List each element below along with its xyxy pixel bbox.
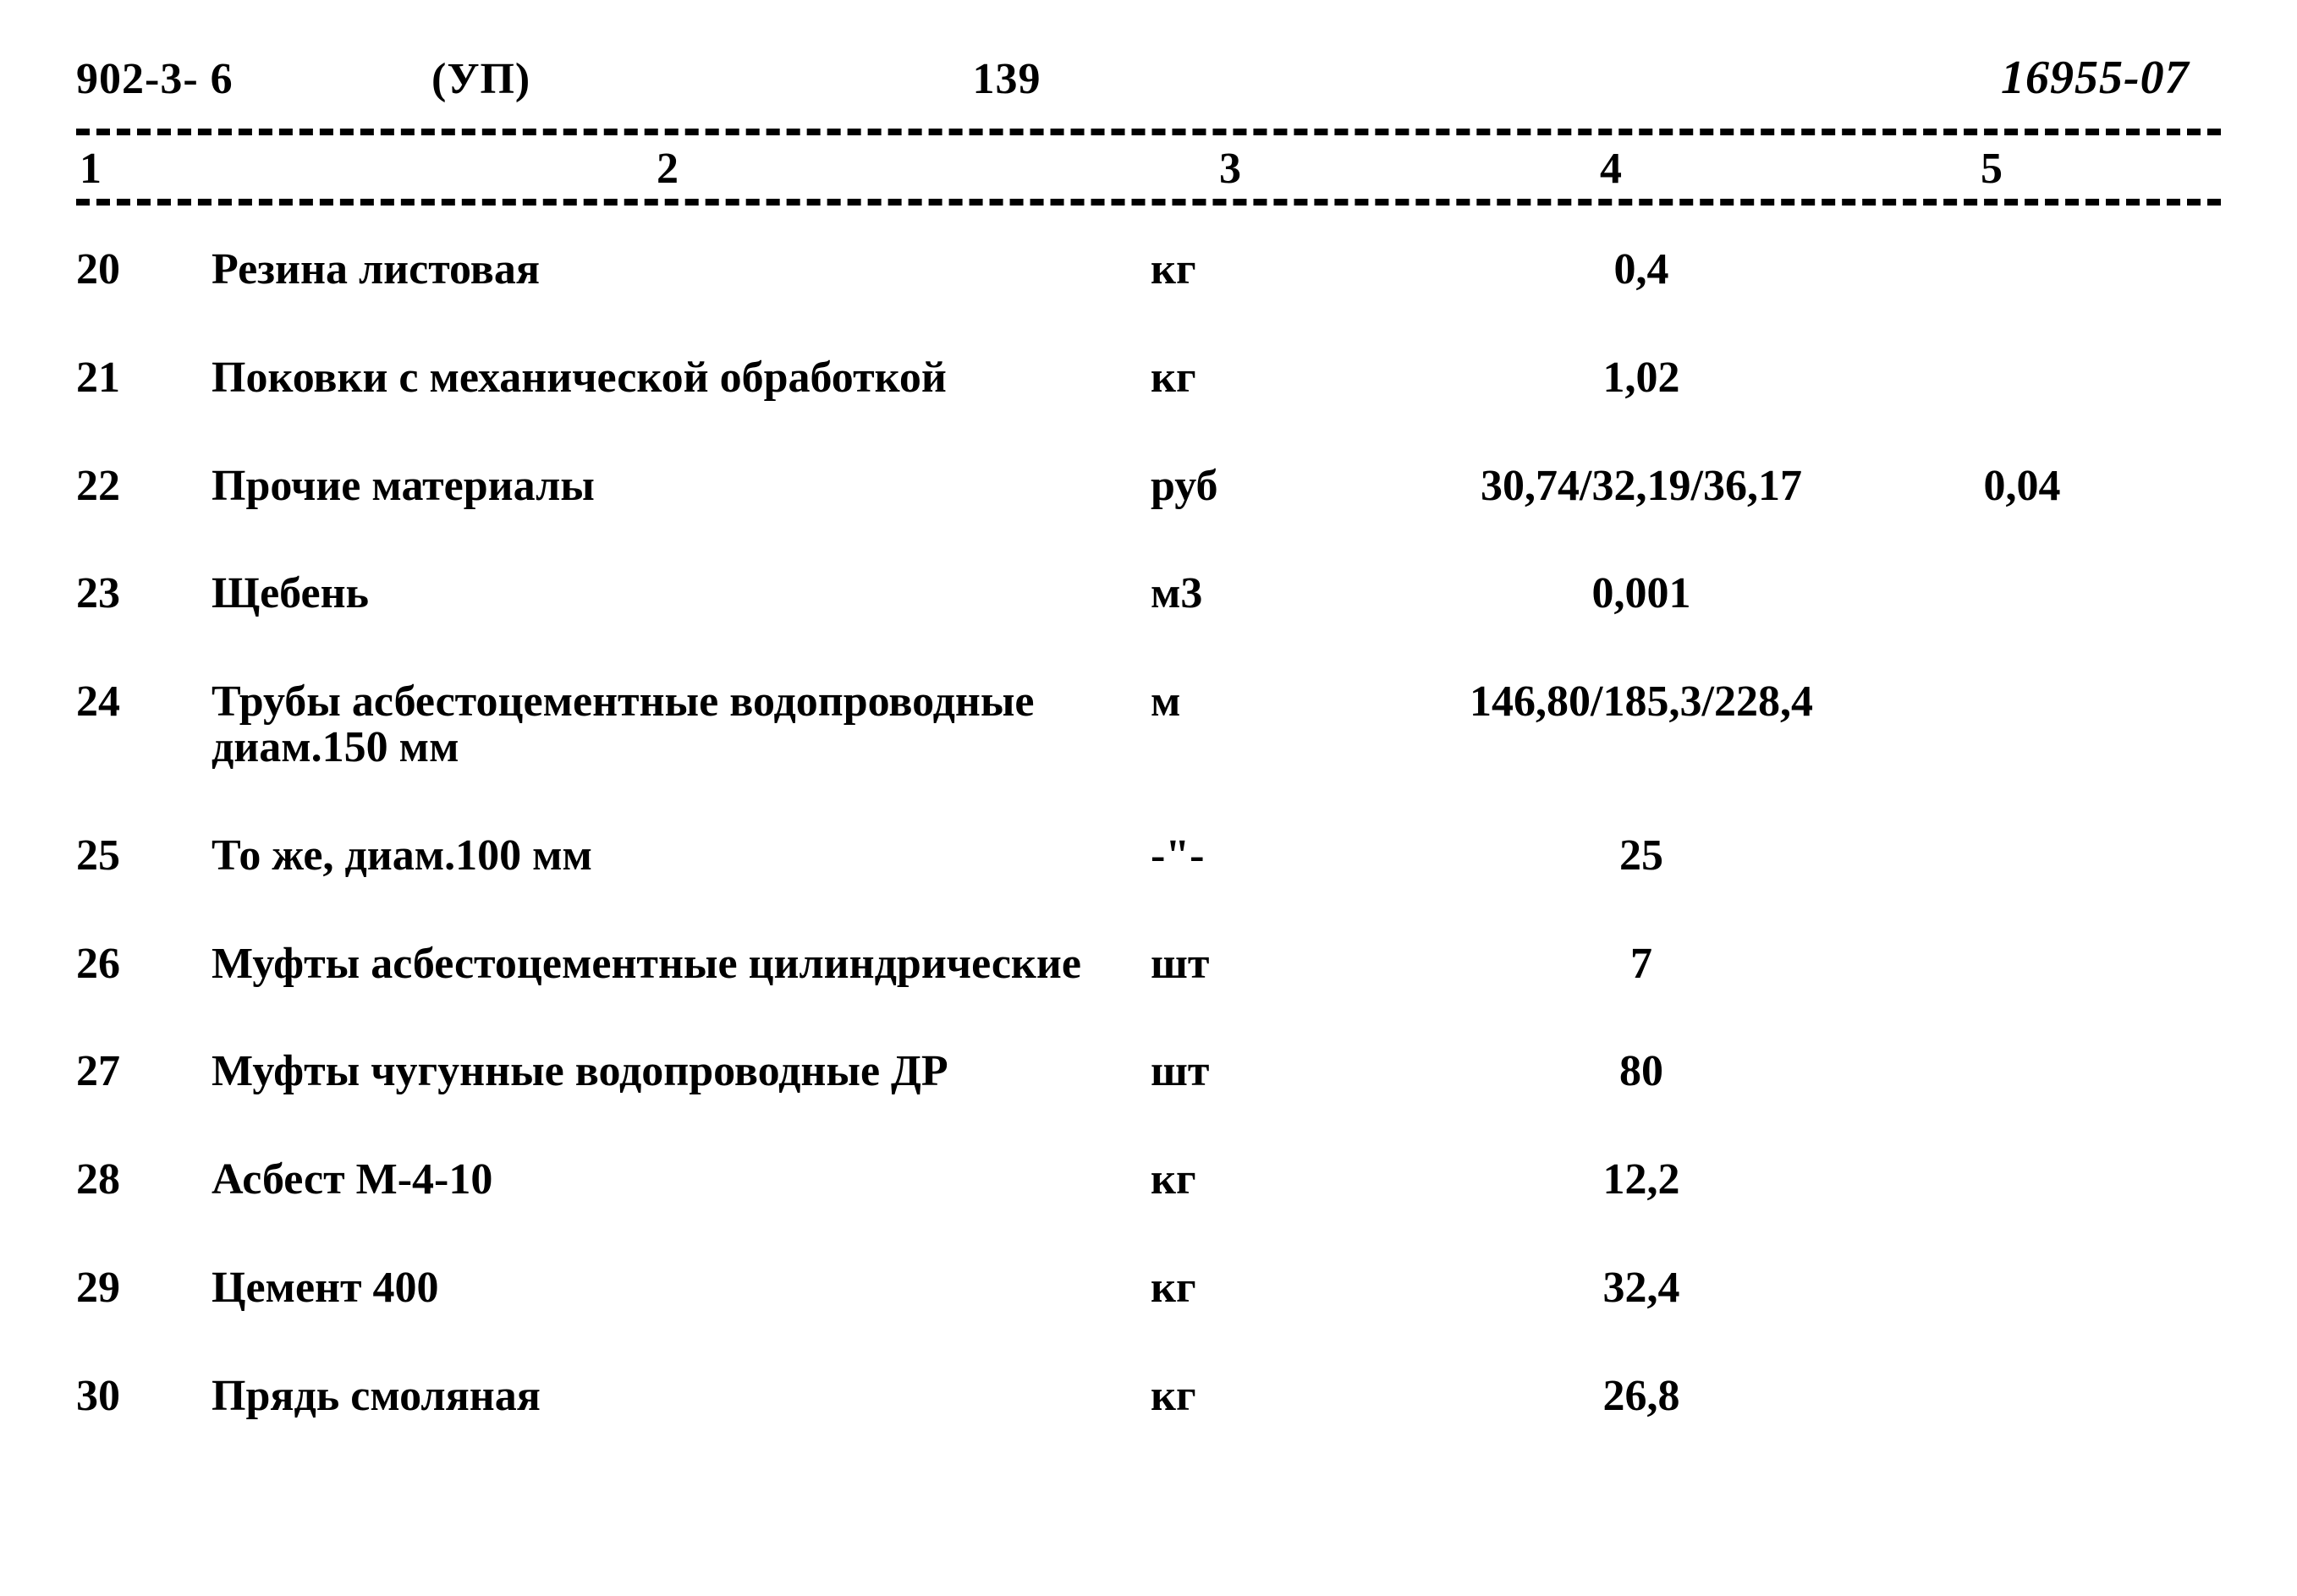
row-number: 24: [76, 677, 212, 727]
row-unit: кг: [1151, 353, 1371, 403]
row-quantity: 12,2: [1371, 1154, 1912, 1205]
divider-dashed-top: [76, 129, 2221, 135]
page-header: 902-3- 6 (УП) 139 16955-07: [76, 51, 2221, 105]
row-description: Резина листовая: [212, 244, 1151, 295]
row-number: 21: [76, 353, 212, 403]
row-unit: м3: [1151, 568, 1371, 619]
row-number: 30: [76, 1371, 212, 1422]
header-doc-right: 16955-07: [2001, 51, 2221, 105]
row-number: 23: [76, 568, 212, 619]
column-header-5: 5: [1882, 144, 2102, 194]
row-quantity: 80: [1371, 1046, 1912, 1097]
table-row: 30Прядь смолянаякг26,8: [76, 1371, 2221, 1422]
table-row: 24Трубы асбестоцементные водопроводныеди…: [76, 677, 2221, 773]
row-description-line2: диам.150 мм: [212, 722, 1117, 773]
row-quantity: 0,4: [1371, 244, 1912, 295]
table-row: 28Асбест М-4-10кг12,2: [76, 1154, 2221, 1205]
row-number: 20: [76, 244, 212, 295]
row-unit: кг: [1151, 1371, 1371, 1422]
header-paren: (УП): [431, 54, 787, 104]
row-unit: кг: [1151, 1263, 1371, 1314]
row-description: Муфты чугунные водопроводные ДР: [212, 1046, 1151, 1097]
row-quantity: 0,001: [1371, 568, 1912, 619]
table-row: 27Муфты чугунные водопроводные ДРшт80: [76, 1046, 2221, 1097]
row-description: То же, диам.100 мм: [212, 831, 1151, 881]
row-quantity: 25: [1371, 831, 1912, 881]
header-doc-left: 902-3- 6: [76, 54, 431, 104]
row-number: 26: [76, 939, 212, 990]
table-row: 26Муфты асбестоцементные цилиндрическиеш…: [76, 939, 2221, 990]
row-quantity: 7: [1371, 939, 1912, 990]
table-row: 22Прочие материалыруб30,74/32,19/36,170,…: [76, 461, 2221, 512]
row-unit: руб: [1151, 461, 1371, 512]
row-unit: кг: [1151, 1154, 1371, 1205]
table-row: 20Резина листоваякг0,4: [76, 244, 2221, 295]
row-extra: 0,04: [1912, 461, 2132, 512]
row-description: Прядь смоляная: [212, 1371, 1151, 1422]
column-header-3: 3: [1120, 144, 1340, 194]
row-number: 25: [76, 831, 212, 881]
row-number: 22: [76, 461, 212, 512]
document-page: 902-3- 6 (УП) 139 16955-07 1 2 3 4 5 20Р…: [0, 0, 2297, 1596]
header-page-number: 139: [787, 54, 1227, 104]
row-quantity: 1,02: [1371, 353, 1912, 403]
table-body: 20Резина листоваякг0,421Поковки с механи…: [76, 244, 2221, 1422]
table-row: 29Цемент 400кг32,4: [76, 1263, 2221, 1314]
row-number: 28: [76, 1154, 212, 1205]
row-number: 29: [76, 1263, 212, 1314]
column-header-2: 2: [215, 144, 1120, 194]
divider-dashed-bottom: [76, 199, 2221, 206]
column-header-row: 1 2 3 4 5: [76, 139, 2221, 199]
row-description: Муфты асбестоцементные цилиндрические: [212, 939, 1151, 990]
row-description: Трубы асбестоцементные водопроводныедиам…: [212, 677, 1151, 773]
row-quantity: 32,4: [1371, 1263, 1912, 1314]
row-quantity: 26,8: [1371, 1371, 1912, 1422]
row-description: Поковки с механической обработкой: [212, 353, 1151, 403]
table-row: 21Поковки с механической обработкойкг1,0…: [76, 353, 2221, 403]
column-header-4: 4: [1340, 144, 1882, 194]
column-header-1: 1: [76, 144, 215, 194]
row-quantity: 146,80/185,3/228,4: [1371, 677, 1912, 727]
row-unit: м: [1151, 677, 1371, 727]
row-description: Асбест М-4-10: [212, 1154, 1151, 1205]
row-description: Щебень: [212, 568, 1151, 619]
table-row: 25То же, диам.100 мм-"-25: [76, 831, 2221, 881]
row-description: Прочие материалы: [212, 461, 1151, 512]
table-row: 23Щебеньм30,001: [76, 568, 2221, 619]
row-unit: шт: [1151, 1046, 1371, 1097]
row-unit: кг: [1151, 244, 1371, 295]
row-description: Цемент 400: [212, 1263, 1151, 1314]
row-unit: -"-: [1151, 831, 1371, 881]
row-number: 27: [76, 1046, 212, 1097]
row-quantity: 30,74/32,19/36,17: [1371, 461, 1912, 512]
row-unit: шт: [1151, 939, 1371, 990]
